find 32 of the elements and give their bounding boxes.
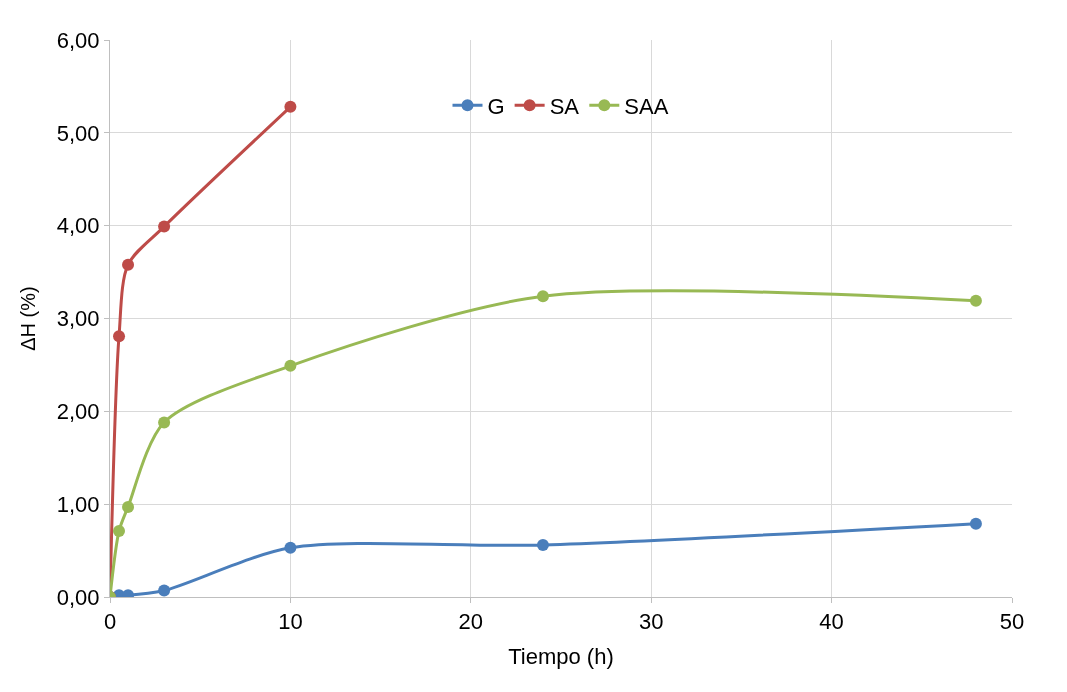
- y-axis-title: ΔH (%): [17, 286, 40, 351]
- point: [158, 220, 171, 233]
- x-tick-label: 20: [458, 609, 484, 635]
- y-tick-label: 6,00: [56, 27, 100, 53]
- point: [158, 584, 171, 597]
- legend-label: SA: [549, 93, 580, 119]
- point: [158, 416, 171, 429]
- point: [969, 294, 982, 307]
- point: [969, 517, 982, 530]
- point: [122, 258, 135, 271]
- point: [536, 290, 549, 303]
- y-tick-label: 1,00: [56, 491, 100, 517]
- point: [284, 359, 297, 372]
- y-tick-label: 2,00: [56, 399, 100, 425]
- x-tick-label: 50: [999, 609, 1025, 635]
- point: [284, 100, 297, 113]
- point: [113, 330, 126, 343]
- x-tick-label: 10: [278, 609, 303, 635]
- y-tick-label: 0,00: [56, 584, 100, 610]
- x-axis-title: Tiempo (h): [508, 644, 614, 670]
- x-tick-label: 40: [819, 609, 844, 635]
- point: [113, 525, 126, 538]
- point: [536, 539, 549, 551]
- x-tick-label: 30: [638, 609, 664, 635]
- point: [284, 541, 297, 554]
- y-tick-label: 3,00: [56, 306, 100, 332]
- legend-label: G: [487, 93, 505, 119]
- y-tick-label: 4,00: [56, 213, 100, 239]
- x-tick-label: 0: [103, 609, 117, 635]
- y-tick-label: 5,00: [56, 120, 100, 146]
- legend-label: SAA: [624, 93, 669, 119]
- point: [122, 500, 135, 513]
